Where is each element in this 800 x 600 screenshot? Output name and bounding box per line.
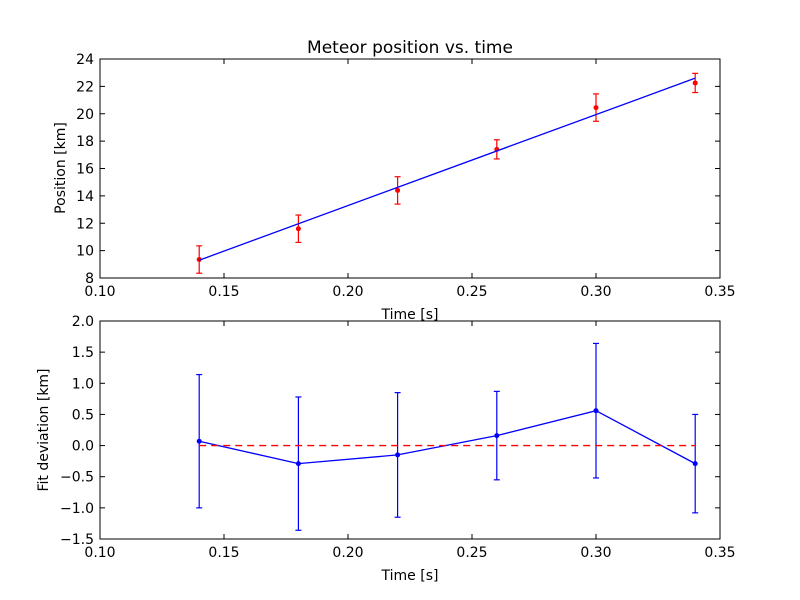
data-point: [593, 408, 599, 414]
data-point: [395, 452, 401, 458]
y-tick-label: −1.0: [60, 501, 94, 517]
y-tick-label: −1.5: [60, 532, 94, 548]
ticks-group: 0.10 0.15 0.20 0.25 0.30 0.35 −1.5 −1.0 −0.5 0.0 0…: [60, 314, 736, 561]
marks-group: [196, 72, 699, 274]
data-point: [196, 438, 202, 444]
x-tick-label: 0.25: [456, 284, 487, 300]
data-point: [692, 461, 698, 467]
fit-line: [198, 77, 696, 261]
y-tick-label: 14: [76, 189, 94, 205]
x-tick-label: 0.20: [332, 284, 363, 300]
x-tick-label: 0.20: [332, 545, 363, 561]
y-tick-label: 0.0: [72, 439, 94, 455]
data-point: [692, 80, 698, 86]
deviation-line: [199, 409, 696, 465]
data-point: [295, 461, 301, 467]
y-tick-label: 10: [76, 244, 94, 260]
data-point: [593, 105, 599, 111]
y-tick-label: 16: [76, 162, 94, 178]
y-axis-label: Fit deviation [km]: [36, 368, 52, 491]
data-point: [494, 433, 500, 439]
y-tick-label: 1.5: [72, 345, 94, 361]
plot-frame: [99, 58, 721, 279]
chart-title: Meteor position vs. time: [307, 38, 513, 58]
y-tick-label: −0.5: [60, 470, 94, 486]
y-tick-label: 24: [76, 52, 94, 68]
x-tick-label: 0.35: [704, 284, 735, 300]
y-axis-label: Position [km]: [53, 122, 69, 214]
x-tick-label: 0.10: [84, 545, 115, 561]
y-tick-label: 0.5: [72, 407, 94, 423]
x-tick-label: 0.35: [704, 545, 735, 561]
y-tick-label: 18: [76, 134, 94, 150]
x-tick-label: 0.15: [208, 284, 239, 300]
deviation-chart: Time [s] Fit deviation [km] 0.10 0.15 0.20…: [36, 314, 736, 584]
x-tick-label: 0.30: [580, 545, 611, 561]
x-tick-label: 0.15: [208, 545, 239, 561]
y-tick-label: 20: [76, 107, 94, 123]
plot-frame: [99, 320, 721, 540]
ticks-group: 0.10 0.15 0.20 0.25 0.30 0.35 8 10 12 14 16 18 20 22 2…: [76, 52, 735, 300]
x-tick-label: 0.10: [84, 284, 115, 300]
data-point: [295, 226, 301, 232]
y-tick-label: 2.0: [72, 314, 94, 330]
x-tick-label: 0.30: [580, 284, 611, 300]
marks-group: [196, 342, 699, 531]
y-tick-label: 22: [76, 79, 94, 95]
x-axis-label: Time [s]: [381, 307, 439, 323]
y-tick-label: 8: [85, 271, 94, 287]
x-axis-label: Time [s]: [381, 568, 439, 584]
y-tick-label: 1.0: [72, 376, 94, 392]
x-tick-label: 0.25: [456, 545, 487, 561]
y-tick-label: 12: [76, 216, 94, 232]
data-point: [395, 187, 401, 193]
position-chart: Meteor position vs. time Time [s] Positi…: [53, 38, 736, 323]
